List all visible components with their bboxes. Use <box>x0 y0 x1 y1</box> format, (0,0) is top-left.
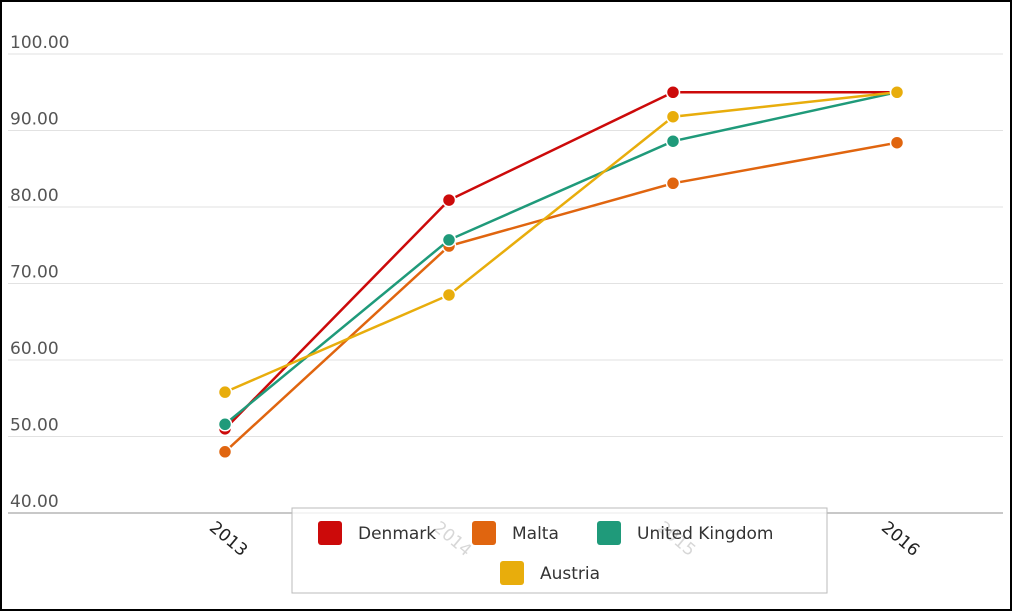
y-tick-label: 40.00 <box>10 492 59 512</box>
legend-swatch <box>597 521 621 545</box>
legend-label: Austria <box>540 564 600 584</box>
y-tick-label: 80.00 <box>10 186 59 206</box>
point <box>217 384 233 400</box>
y-tick-label: 90.00 <box>10 110 59 130</box>
y-tick-label: 60.00 <box>10 339 59 359</box>
point <box>889 135 905 150</box>
legend-label: Malta <box>512 524 559 544</box>
point <box>665 85 681 100</box>
line <box>224 91 898 394</box>
point <box>889 85 905 100</box>
legend-swatch <box>318 521 342 545</box>
point <box>441 287 457 303</box>
legend: Denmark Malta United Kingdom Austria <box>291 507 828 594</box>
line <box>224 91 897 430</box>
legend-label: Denmark <box>358 524 436 544</box>
line <box>224 91 898 426</box>
line <box>224 141 898 453</box>
legend-swatch <box>500 561 524 585</box>
legend-box <box>291 507 828 594</box>
y-tick-label: 70.00 <box>10 263 59 283</box>
point <box>441 192 457 208</box>
point <box>665 133 681 149</box>
point <box>441 232 457 248</box>
y-tick-label: 100.00 <box>10 33 69 53</box>
legend-label: United Kingdom <box>637 524 773 544</box>
point <box>217 417 233 432</box>
point <box>217 444 233 460</box>
point <box>665 176 681 191</box>
point <box>665 109 681 124</box>
y-tick-label: 50.00 <box>10 416 59 436</box>
legend-swatch <box>472 521 496 545</box>
